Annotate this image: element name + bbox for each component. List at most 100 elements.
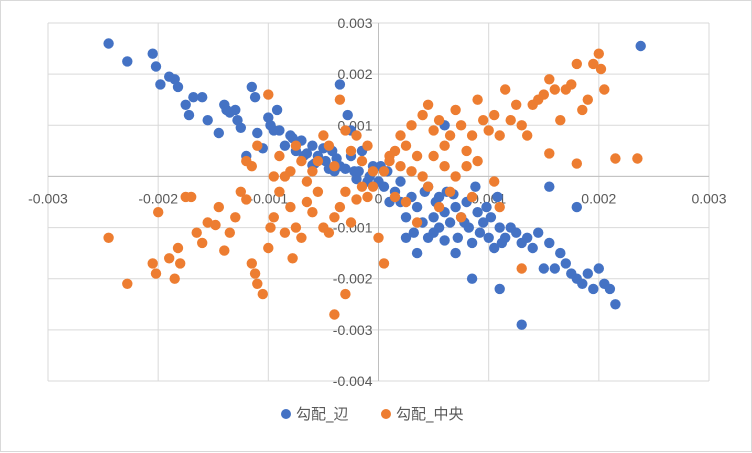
- scatter-point-series-2: [329, 212, 340, 223]
- scatter-point-series-2: [500, 84, 511, 95]
- scatter-point-series-2: [566, 79, 577, 90]
- scatter-point-series-1: [188, 92, 199, 103]
- legend: 勾配_辺 勾配_中央: [281, 405, 464, 424]
- scatter-point-series-1: [230, 104, 241, 116]
- scatter-point-series-1: [395, 176, 406, 187]
- x-tick-label: -0.002: [138, 190, 178, 206]
- scatter-point-series-2: [439, 140, 450, 151]
- scatter-point-series-2: [516, 120, 527, 131]
- scatter-point-series-1: [353, 166, 364, 177]
- scatter-point-series-1: [485, 212, 497, 223]
- scatter-point-series-2: [428, 125, 439, 136]
- x-tick-labels: -0.003 -0.002 -0.001 0 0.001 0.002 0.003: [28, 190, 727, 206]
- scatter-point-series-1: [252, 127, 263, 139]
- scatter-point-series-1: [544, 181, 555, 192]
- scatter-point-series-1: [549, 263, 560, 274]
- scatter-point-series-2: [406, 120, 417, 131]
- scatter-point-series-2: [472, 94, 483, 105]
- scatter-point-series-2: [274, 150, 285, 162]
- scatter-point-series-2: [395, 130, 406, 141]
- scatter-point-series-1: [466, 273, 478, 284]
- scatter-point-series-2: [444, 130, 456, 141]
- scatter-point-series-2: [505, 115, 516, 126]
- scatter-point-series-1: [103, 38, 114, 49]
- y-tick-label: 0.003: [337, 15, 372, 31]
- scatter-point-series-2: [122, 278, 133, 289]
- scatter-point-series-2: [400, 140, 412, 151]
- scatter-point-series-2: [290, 222, 302, 233]
- scatter-point-series-2: [466, 130, 478, 141]
- scatter-point-series-1: [560, 258, 571, 269]
- scatter-point-series-2: [252, 278, 263, 289]
- scatter-point-series-1: [610, 299, 621, 310]
- scatter-point-series-2: [417, 171, 428, 182]
- scatter-point-series-1: [555, 247, 566, 259]
- scatter-point-series-1: [635, 40, 646, 52]
- scatter-point-series-1: [271, 104, 283, 116]
- scatter-point-series-2: [172, 242, 184, 254]
- scatter-point-series-2: [538, 89, 549, 100]
- scatter-point-series-2: [571, 58, 582, 70]
- scatter-point-series-2: [356, 181, 368, 192]
- scatter-point-series-2: [367, 181, 379, 192]
- scatter-point-series-1: [472, 207, 483, 218]
- scatter-point-series-1: [450, 247, 461, 259]
- scatter-point-series-2: [400, 196, 412, 208]
- scatter-point-series-2: [279, 227, 291, 238]
- x-tick-label: 0.003: [691, 190, 726, 206]
- scatter-point-series-1: [342, 109, 353, 121]
- scatter-point-series-2: [433, 201, 445, 213]
- scatter-point-series-1: [444, 217, 456, 228]
- scatter-point-series-2: [544, 74, 555, 85]
- scatter-point-series-2: [411, 150, 423, 162]
- scatter-point-series-1: [180, 99, 191, 111]
- scatter-point-series-2: [153, 207, 164, 218]
- scatter-point-series-2: [610, 153, 621, 164]
- scatter-point-series-2: [296, 232, 307, 243]
- scatter-point-series-1: [466, 237, 478, 249]
- scatter-point-series-1: [197, 92, 208, 103]
- scatter-point-series-1: [500, 232, 511, 243]
- scatter-point-series-1: [279, 140, 291, 151]
- scatter-point-series-2: [274, 186, 285, 197]
- scatter-point-series-1: [428, 227, 439, 238]
- scatter-point-series-2: [378, 258, 390, 269]
- scatter-point-series-2: [516, 263, 527, 274]
- scatter-point-series-1: [494, 222, 505, 233]
- scatter-point-series-1: [474, 227, 486, 238]
- scatter-point-series-2: [323, 227, 335, 238]
- legend-marker-series-1: [281, 409, 291, 419]
- scatter-point-series-2: [406, 166, 417, 177]
- scatter-point-series-1: [150, 61, 162, 72]
- scatter-point-series-2: [367, 166, 379, 177]
- scatter-point-series-1: [378, 181, 390, 192]
- scatter-point-series-2: [555, 115, 566, 126]
- y-tick-label: 0.002: [337, 66, 372, 82]
- scatter-point-series-1: [489, 242, 500, 254]
- scatter-point-series-1: [172, 81, 184, 93]
- scatter-point-series-1: [147, 48, 158, 59]
- scatter-point-series-2: [351, 194, 362, 205]
- scatter-point-series-2: [595, 63, 607, 75]
- scatter-point-series-2: [224, 227, 235, 238]
- scatter-point-series-2: [287, 253, 298, 264]
- scatter-point-series-2: [230, 212, 241, 223]
- scatter-point-series-1: [481, 201, 492, 213]
- scatter-point-series-2: [511, 99, 522, 111]
- scatter-point-series-2: [312, 155, 324, 167]
- scatter-point-series-2: [582, 94, 593, 105]
- scatter-point-series-2: [494, 130, 505, 141]
- scatter-point-series-2: [483, 125, 494, 136]
- scatter-point-series-2: [334, 94, 346, 105]
- x-tick-label: 0: [375, 190, 383, 206]
- scatter-point-series-2: [373, 232, 384, 243]
- scatter-point-series-2: [268, 171, 279, 182]
- scatter-point-series-2: [329, 161, 340, 172]
- scatter-point-series-2: [549, 84, 560, 95]
- scatter-point-series-2: [241, 194, 252, 205]
- scatter-point-series-2: [478, 115, 489, 126]
- scatter-point-series-2: [632, 153, 643, 164]
- scatter-point-series-1: [544, 237, 555, 249]
